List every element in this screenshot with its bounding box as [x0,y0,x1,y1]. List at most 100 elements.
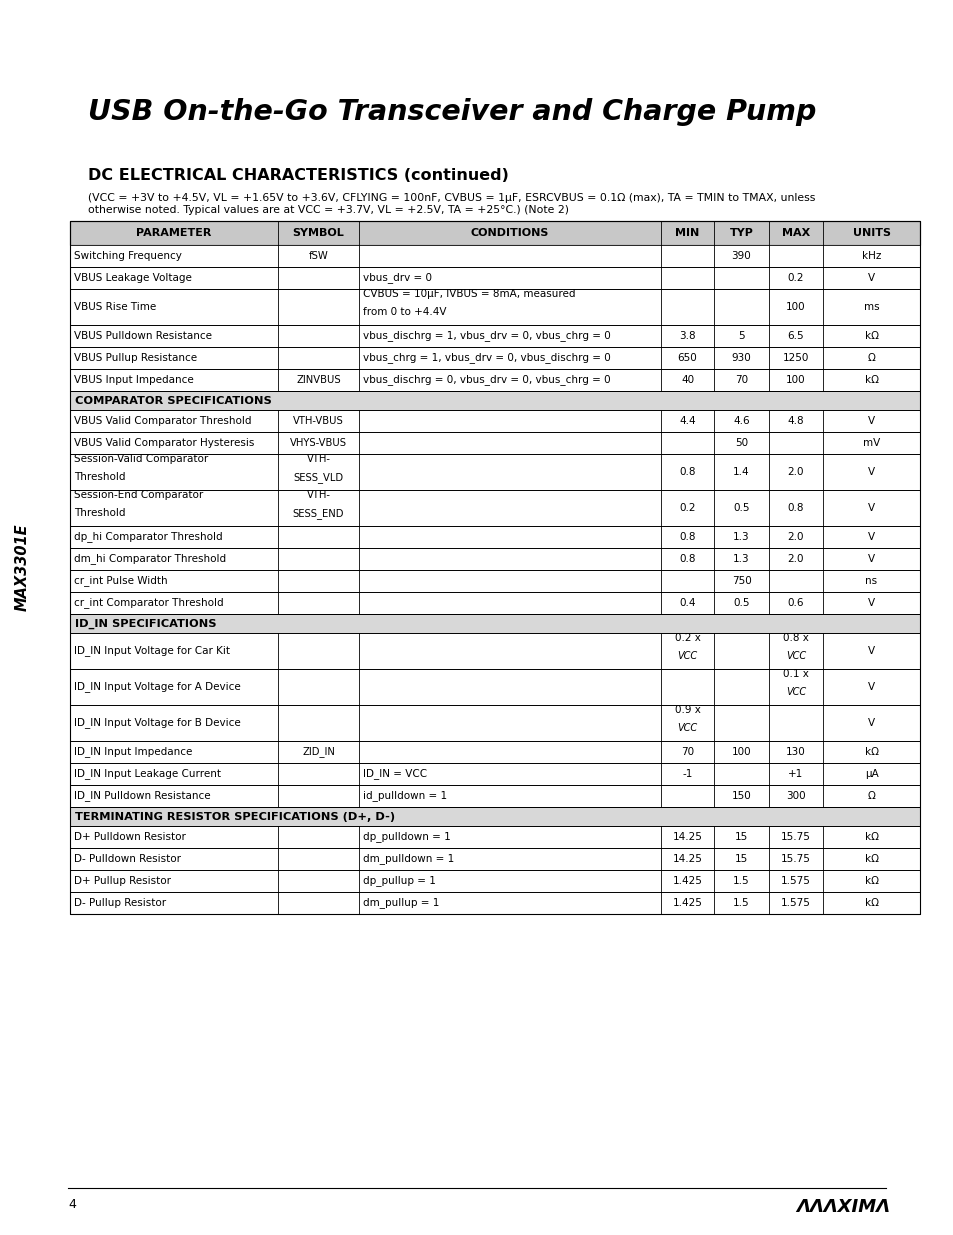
Text: ID_IN Pulldown Resistance: ID_IN Pulldown Resistance [74,790,211,802]
Text: kΩ: kΩ [863,853,878,864]
Bar [70,391,919,410]
Text: 130: 130 [785,747,805,757]
Text: dp_pulldown = 1: dp_pulldown = 1 [363,831,450,842]
Bar [70,267,919,289]
Bar [70,592,919,614]
Text: vbus_dischrg = 0, vbus_drv = 0, vbus_chrg = 0: vbus_dischrg = 0, vbus_drv = 0, vbus_chr… [363,374,610,385]
Text: 4: 4 [68,1198,76,1212]
Text: USB On-the-Go Transceiver and Charge Pump: USB On-the-Go Transceiver and Charge Pum… [88,98,816,126]
Text: VBUS Pullup Resistance: VBUS Pullup Resistance [74,353,197,363]
Text: 1.3: 1.3 [733,555,749,564]
Text: dm_pullup = 1: dm_pullup = 1 [363,898,439,909]
Text: 0.2 x: 0.2 x [674,634,700,643]
Text: 650: 650 [677,353,697,363]
Text: 0.8 x: 0.8 x [782,634,808,643]
Text: kΩ: kΩ [863,747,878,757]
Bar [70,289,919,325]
Text: 100: 100 [731,747,751,757]
Text: ID_IN = VCC: ID_IN = VCC [363,768,427,779]
Text: 5: 5 [738,331,744,341]
Bar [70,245,919,267]
Text: MAX3301E: MAX3301E [14,524,30,611]
Bar [70,490,919,526]
Text: vbus_dischrg = 1, vbus_drv = 0, vbus_chrg = 0: vbus_dischrg = 1, vbus_drv = 0, vbus_chr… [363,331,610,341]
Text: 0.4: 0.4 [679,598,695,608]
Text: kΩ: kΩ [863,375,878,385]
Text: dm_pulldown = 1: dm_pulldown = 1 [363,853,454,864]
Text: 14.25: 14.25 [672,853,701,864]
Text: 150: 150 [731,790,751,802]
Text: CONDITIONS: CONDITIONS [470,228,549,238]
Text: kΩ: kΩ [863,876,878,885]
Text: vbus_drv = 0: vbus_drv = 0 [363,273,432,284]
Text: VBUS Valid Comparator Hysteresis: VBUS Valid Comparator Hysteresis [74,438,254,448]
Text: 0.5: 0.5 [733,598,749,608]
Bar [70,432,919,454]
Text: ms: ms [862,303,879,312]
Text: 0.8: 0.8 [787,503,803,513]
Text: kΩ: kΩ [863,898,878,908]
Text: 15: 15 [734,832,747,842]
Text: 70: 70 [680,747,694,757]
Text: V: V [867,416,874,426]
Text: ZID_IN: ZID_IN [302,746,335,757]
Text: from 0 to +4.4V: from 0 to +4.4V [363,308,446,317]
Text: SYMBOL: SYMBOL [293,228,344,238]
Text: 15.75: 15.75 [781,832,810,842]
Text: 1.4: 1.4 [733,467,749,477]
Text: Threshold: Threshold [74,473,126,483]
Bar [70,369,919,391]
Text: V: V [867,682,874,692]
Text: TYP: TYP [729,228,753,238]
Text: VBUS Rise Time: VBUS Rise Time [74,303,156,312]
Text: V: V [867,532,874,542]
Text: ID_IN SPECIFICATIONS: ID_IN SPECIFICATIONS [75,619,216,629]
Text: VTH-: VTH- [306,490,331,500]
Text: VHYS-VBUS: VHYS-VBUS [290,438,347,448]
Text: VTH-VBUS: VTH-VBUS [293,416,344,426]
Text: V: V [867,503,874,513]
Text: 1.5: 1.5 [733,898,749,908]
Text: VBUS Leakage Voltage: VBUS Leakage Voltage [74,273,192,283]
Text: 300: 300 [785,790,805,802]
Bar [70,325,919,347]
Text: 2.0: 2.0 [787,532,803,542]
Text: VTH-: VTH- [306,454,331,464]
Bar [70,347,919,369]
Text: ID_IN Input Leakage Current: ID_IN Input Leakage Current [74,768,221,779]
Bar [70,221,919,914]
Bar [70,548,919,571]
Text: ID_IN Input Voltage for Car Kit: ID_IN Input Voltage for Car Kit [74,646,230,657]
Text: DC ELECTRICAL CHARACTERISTICS (continued): DC ELECTRICAL CHARACTERISTICS (continued… [88,168,508,183]
Text: 100: 100 [785,375,805,385]
Text: 14.25: 14.25 [672,832,701,842]
Text: D- Pulldown Resistor: D- Pulldown Resistor [74,853,181,864]
Text: 15: 15 [734,853,747,864]
Text: +1: +1 [787,769,802,779]
Bar [70,848,919,869]
Text: ID_IN Input Voltage for B Device: ID_IN Input Voltage for B Device [74,718,240,729]
Text: V: V [867,273,874,283]
Bar [70,571,919,592]
Text: ZINVBUS: ZINVBUS [296,375,340,385]
Bar [70,741,919,763]
Text: cr_int Comparator Threshold: cr_int Comparator Threshold [74,598,223,609]
Text: MIN: MIN [675,228,699,238]
Text: SESS_END: SESS_END [293,508,344,519]
Bar [70,410,919,432]
Text: VBUS Input Impedance: VBUS Input Impedance [74,375,193,385]
Text: 4.8: 4.8 [787,416,803,426]
Text: 0.8: 0.8 [679,555,695,564]
Text: UNITS: UNITS [852,228,889,238]
Text: vbus_chrg = 1, vbus_drv = 0, vbus_dischrg = 0: vbus_chrg = 1, vbus_drv = 0, vbus_dischr… [363,352,610,363]
Text: 2.0: 2.0 [787,555,803,564]
Text: D- Pullup Resistor: D- Pullup Resistor [74,898,166,908]
Text: VCC: VCC [677,651,697,662]
Text: cr_int Pulse Width: cr_int Pulse Width [74,576,168,587]
Text: Session-End Comparator: Session-End Comparator [74,490,203,500]
Text: MAX: MAX [781,228,809,238]
Text: D+ Pulldown Resistor: D+ Pulldown Resistor [74,832,186,842]
Text: 4.4: 4.4 [679,416,695,426]
Text: VBUS Valid Comparator Threshold: VBUS Valid Comparator Threshold [74,416,252,426]
Bar [70,705,919,741]
